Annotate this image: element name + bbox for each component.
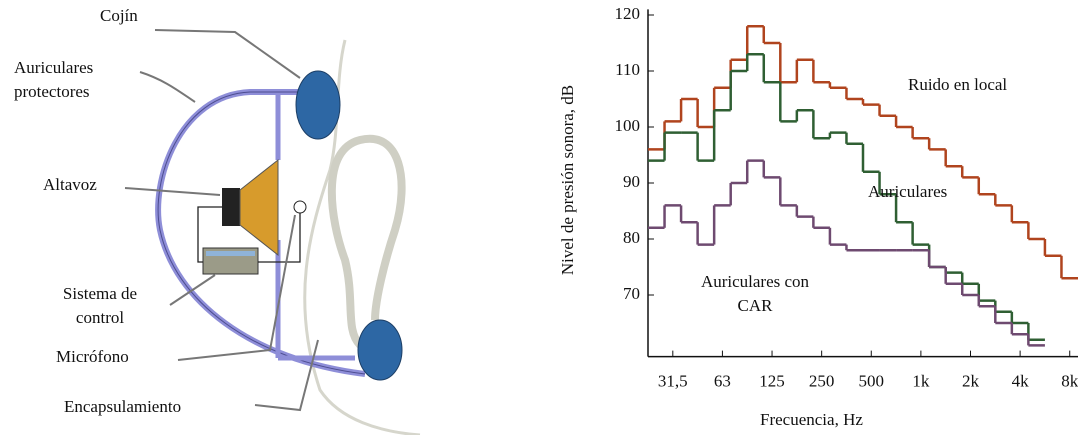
diagram-label: Encapsulamiento: [64, 397, 182, 416]
x-tick-label: 4k: [1012, 372, 1030, 391]
x-tick-label: 31,5: [658, 372, 688, 391]
speaker-cone: [239, 158, 279, 257]
x-tick-label: 125: [759, 372, 785, 391]
x-tick-label: 8k: [1061, 372, 1078, 391]
leader-lines: [124, 29, 319, 412]
y-tick-label: 110: [615, 60, 640, 79]
y-axis-label: Nivel de presión sonora, dB: [558, 84, 577, 276]
headphone-diagram: [124, 29, 421, 435]
diagram-label: Auriculares protectores: [14, 58, 94, 101]
diagram-label: Altavoz: [43, 175, 97, 194]
series-annotation: Auriculares: [868, 182, 948, 201]
wires: [197, 206, 301, 263]
x-axis-label: Frecuencia, Hz: [760, 410, 863, 429]
y-tick-label: 120: [615, 4, 641, 23]
ear-outline: [327, 134, 406, 348]
speaker-magnet: [222, 188, 240, 226]
x-tick-label: 250: [809, 372, 835, 391]
diagram-label: Micrófono: [56, 347, 129, 366]
series-annotation: Auriculares con CAR: [700, 272, 810, 315]
y-tick-label: 70: [623, 284, 640, 303]
diagram-label: Sistema de control: [62, 284, 138, 327]
control-stripe: [206, 251, 255, 256]
cushion: [295, 70, 341, 140]
x-tick-label: 2k: [962, 372, 980, 391]
shell-edge: [157, 91, 366, 375]
microphone: [293, 200, 307, 214]
x-tick-label: 1k: [912, 372, 930, 391]
cushion: [357, 319, 403, 381]
diagram-label: Cojín: [100, 6, 138, 25]
y-tick-label: 90: [623, 172, 640, 191]
y-tick-label: 80: [623, 228, 640, 247]
y-tick-label: 100: [615, 116, 641, 135]
series-annotation: Ruido en local: [908, 75, 1008, 94]
x-tick-label: 63: [714, 372, 731, 391]
x-tick-label: 500: [859, 372, 885, 391]
